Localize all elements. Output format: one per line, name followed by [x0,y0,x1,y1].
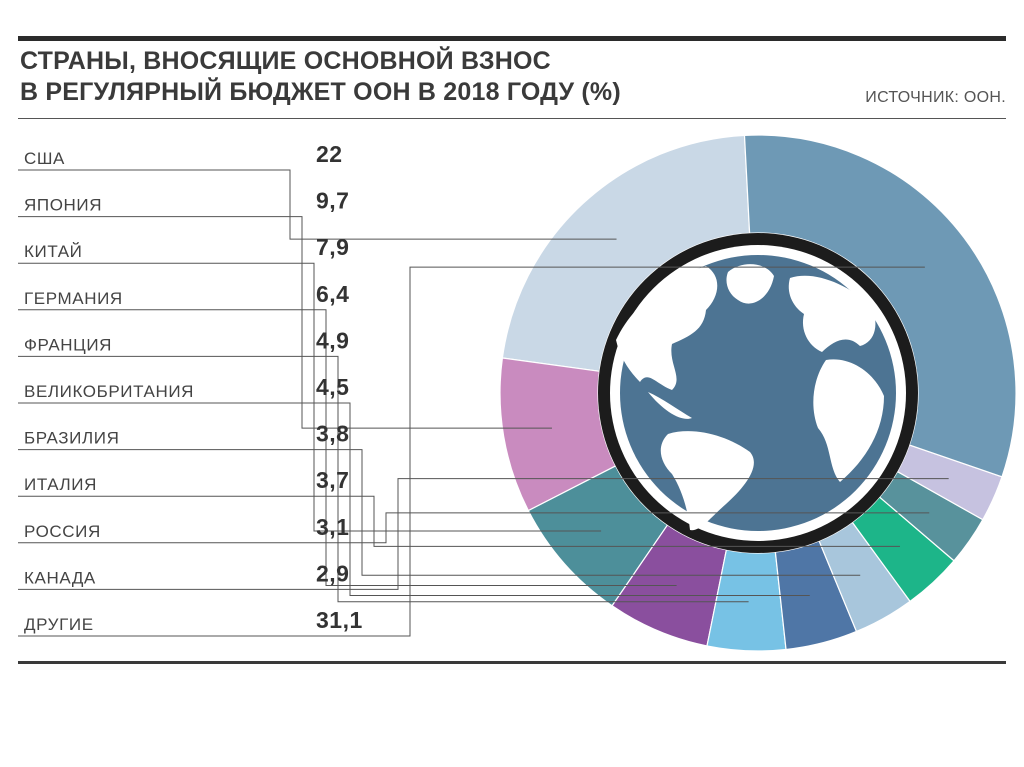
slice-usa [501,134,751,372]
top-rule [18,36,1006,41]
leader-line-canada [18,478,949,590]
country-label-france: ФРАНЦИЯ [24,335,112,354]
globe-icon [598,233,918,553]
leader-line-italy [18,495,900,547]
country-label-others: ДРУГИЕ [24,615,94,634]
value-label-japan: 9,7 [316,188,349,214]
country-label-usa: США [24,149,65,168]
leader-line-japan [18,216,552,429]
value-label-others: 31,1 [316,607,363,633]
leader-line-brazil [18,449,861,576]
value-label-uk: 4,5 [316,374,349,400]
value-label-canada: 2,9 [316,560,349,586]
title-line-1: СТРАНЫ, ВНОСЯЩИЕ ОСНОВНОЙ ВЗНОС [20,47,551,75]
leader-line-others [18,266,925,637]
title-line-2: В РЕГУЛЯРНЫЙ БЮДЖЕТ ООН В 2018 ГОДУ (%) [20,78,621,106]
country-label-china: КИТАЙ [24,242,83,261]
leader-line-france [18,355,749,603]
value-label-usa: 22 [316,141,343,167]
leader-line-uk [18,402,810,596]
value-label-brazil: 3,8 [316,421,349,447]
country-label-brazil: БРАЗИЛИЯ [24,429,119,448]
country-label-italy: ИТАЛИЯ [24,475,97,494]
title-rule [18,118,1006,119]
country-label-germany: ГЕРМАНИЯ [24,289,123,308]
value-label-italy: 3,7 [316,467,349,493]
continent-north-america [616,266,718,390]
caribbean-islands [648,392,692,419]
chart-title: СТРАНЫ, ВНОСЯЩИЕ ОСНОВНОЙ ВЗНОС В РЕГУЛЯ… [20,46,780,108]
leader-line-usa [18,169,617,240]
continent-south-america [660,431,754,531]
leader-line-china [18,262,602,532]
donut-slices [499,134,1017,652]
continent-europe [788,275,876,352]
continent-greenland [726,264,774,304]
leader-line-germany [18,309,677,586]
bottom-rule [18,661,1006,664]
value-label-germany: 6,4 [316,281,349,307]
continent-africa [813,359,884,482]
country-labels: США 22 ЯПОНИЯ 9,7 КИТАЙ 7,9 ГЕРМАНИЯ 6,4 ФРАНЦИЯ… [18,141,949,637]
country-label-russia: РОССИЯ [24,522,101,541]
value-label-china: 7,9 [316,234,349,260]
globe-continents [616,264,884,531]
country-label-canada: КАНАДА [24,568,96,587]
value-label-france: 4,9 [316,327,349,353]
country-label-japan: ЯПОНИЯ [24,196,102,215]
country-label-uk: ВЕЛИКОБРИТАНИЯ [24,382,194,401]
source-note: ИСТОЧНИК: ООН. [865,89,1006,106]
leader-line-russia [18,512,930,544]
value-label-russia: 3,1 [316,514,349,540]
